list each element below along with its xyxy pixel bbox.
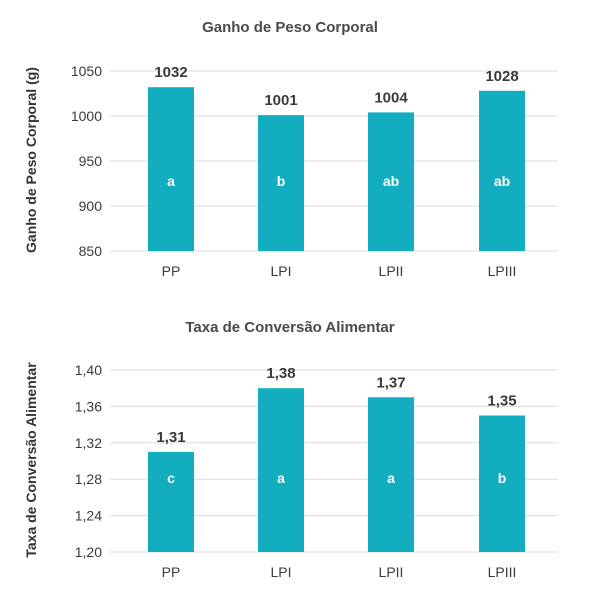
- data-label: 1,31: [156, 429, 185, 446]
- data-label: 1004: [374, 89, 408, 106]
- bar: [258, 115, 304, 251]
- y-tick-label: 1,28: [75, 471, 102, 487]
- data-label: 1028: [485, 68, 518, 85]
- significance-letter: c: [167, 470, 175, 486]
- significance-letter: a: [277, 470, 285, 486]
- bar: [258, 388, 304, 552]
- significance-letter: a: [167, 173, 175, 189]
- bar: [368, 112, 414, 252]
- y-tick-label: 950: [79, 153, 103, 169]
- bar: [368, 397, 414, 552]
- significance-letter: b: [277, 173, 286, 189]
- data-label: 1,35: [487, 393, 516, 410]
- data-label: 1001: [264, 92, 297, 109]
- x-tick-label: PP: [162, 263, 181, 279]
- bar: [148, 87, 194, 251]
- y-tick-label: 1000: [71, 108, 102, 124]
- x-tick-label: LPIII: [488, 263, 517, 279]
- data-label: 1032: [154, 64, 187, 81]
- y-tick-label: 1,40: [75, 362, 102, 378]
- y-tick-label: 1,32: [75, 435, 102, 451]
- bar: [148, 451, 194, 552]
- chart-ganho-peso: Ganho de Peso Corporal Ganho de Peso Cor…: [23, 19, 558, 279]
- significance-letter: b: [498, 470, 507, 486]
- y-tick-label: 1,36: [75, 398, 102, 414]
- chart-title: Ganho de Peso Corporal: [202, 19, 378, 36]
- y-axis-label: Ganho de Peso Corporal (g): [23, 67, 39, 253]
- significance-letter: ab: [383, 173, 399, 189]
- x-tick-label: LPII: [379, 564, 404, 580]
- significance-letter: ab: [494, 173, 510, 189]
- x-tick-label: LPII: [379, 263, 404, 279]
- chart-title: Taxa de Conversão Alimentar: [185, 319, 394, 336]
- data-label: 1,37: [376, 374, 405, 391]
- chart-taxa-conversao: Taxa de Conversão Alimentar Taxa de Conv…: [23, 319, 558, 580]
- x-tick-label: LPI: [270, 263, 291, 279]
- x-tick-label: LPI: [270, 564, 291, 580]
- significance-letter: a: [387, 470, 395, 486]
- y-tick-label: 900: [79, 198, 103, 214]
- data-label: 1,38: [266, 365, 295, 382]
- y-tick-label: 1,20: [75, 544, 102, 560]
- y-tick-label: 1050: [71, 63, 102, 79]
- bar: [479, 415, 525, 552]
- x-tick-label: LPIII: [488, 564, 517, 580]
- x-tick-label: PP: [162, 564, 181, 580]
- y-tick-label: 850: [79, 243, 103, 259]
- y-axis-label: Taxa de Conversão Alimentar: [23, 362, 39, 558]
- bar: [479, 90, 525, 251]
- y-tick-label: 1,24: [75, 508, 102, 524]
